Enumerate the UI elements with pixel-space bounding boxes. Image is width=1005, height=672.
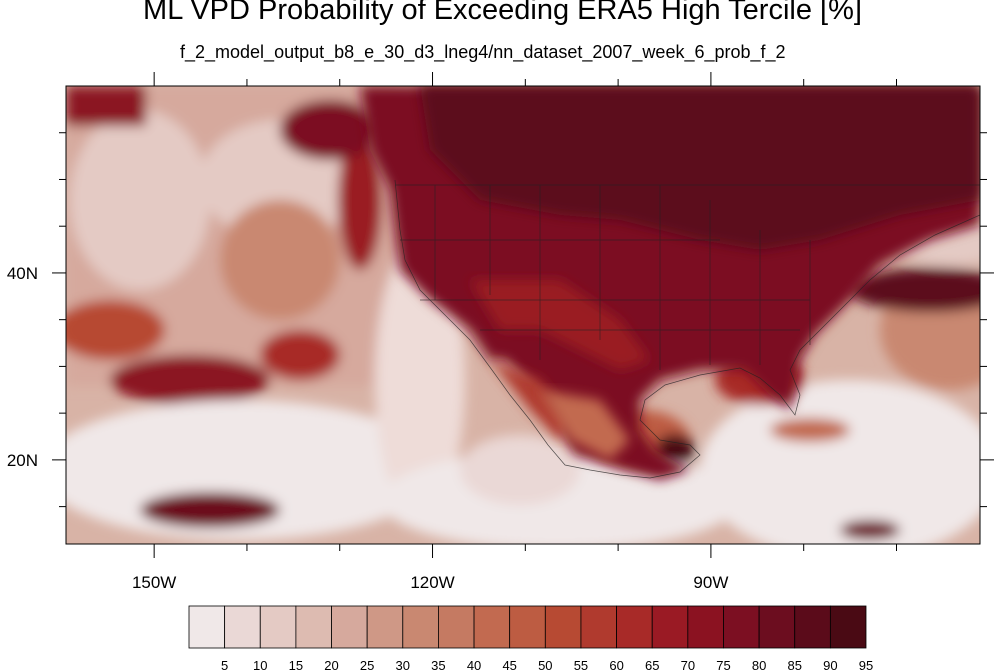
colorbar-swatch xyxy=(259,605,297,649)
latitude-labels: 40N 20N xyxy=(7,264,38,470)
colorbar-tick-label: 45 xyxy=(502,658,516,672)
map-title: ML VPD Probability of Exceeding ERA5 Hig… xyxy=(143,0,862,26)
colorbar-tick-label: 20 xyxy=(324,658,338,672)
colorbar-tick-label: 65 xyxy=(645,658,659,672)
colorbar-swatch xyxy=(224,605,261,649)
colorbar-swatch xyxy=(438,605,475,649)
colorbar-swatch xyxy=(687,605,724,649)
colorbar-tick-label: 80 xyxy=(752,658,766,672)
colorbar-tick-label: 30 xyxy=(396,658,410,672)
colorbar-swatch xyxy=(188,605,226,649)
map-subtitle: f_2_model_output_b8_e_30_d3_lneg4/nn_dat… xyxy=(180,42,786,62)
longitude-labels: 150W 120W 90W xyxy=(132,573,728,592)
colorbar-tick-label: 25 xyxy=(360,658,374,672)
colorbar-swatch xyxy=(758,605,796,649)
colorbar-tick-label: 35 xyxy=(431,658,445,672)
colorbar-tick-label: 75 xyxy=(716,658,730,672)
colorbar-swatch xyxy=(473,605,511,649)
lat-label: 40N xyxy=(7,264,38,283)
colorbar-tick-label: 90 xyxy=(823,658,837,672)
colorbar: 5 10 15 20 25 30 35 40 45 50 55 60 65 70 75 80 85 90 95 xyxy=(188,605,873,672)
lon-label: 120W xyxy=(410,573,454,592)
lon-label: 90W xyxy=(693,573,728,592)
colorbar-swatch xyxy=(366,605,404,649)
colorbar-tick-label: 85 xyxy=(788,658,802,672)
colorbar-tick-label: 55 xyxy=(574,658,588,672)
colorbar-swatch xyxy=(509,605,546,649)
colorbar-swatch xyxy=(331,605,368,649)
colorbar-tick-label: 50 xyxy=(538,658,552,672)
colorbar-tick-label: 70 xyxy=(681,658,695,672)
colorbar-swatch xyxy=(616,605,653,649)
boundaries xyxy=(394,179,980,479)
colorbar-swatch xyxy=(723,605,760,649)
colorbar-tick-label: 40 xyxy=(467,658,481,672)
colorbar-swatch xyxy=(544,605,582,649)
colorbar-tick-label: 15 xyxy=(289,658,303,672)
axis-ticks xyxy=(52,72,994,558)
colorbar-swatch xyxy=(794,605,831,649)
colorbar-tick-label: 60 xyxy=(609,658,623,672)
colorbar-swatch xyxy=(651,605,689,649)
field-layer xyxy=(66,86,980,544)
lon-label: 150W xyxy=(132,573,176,592)
lat-label: 20N xyxy=(7,451,38,470)
colorbar-tick-label: 5 xyxy=(221,658,228,672)
colorbar-tick-label: 95 xyxy=(859,658,873,672)
colorbar-tick-label: 10 xyxy=(253,658,267,672)
colorbar-swatch xyxy=(402,605,439,649)
colorbar-swatch xyxy=(829,605,867,649)
colorbar-swatch xyxy=(580,605,617,649)
colorbar-swatch xyxy=(295,605,332,649)
map-frame xyxy=(65,85,981,545)
